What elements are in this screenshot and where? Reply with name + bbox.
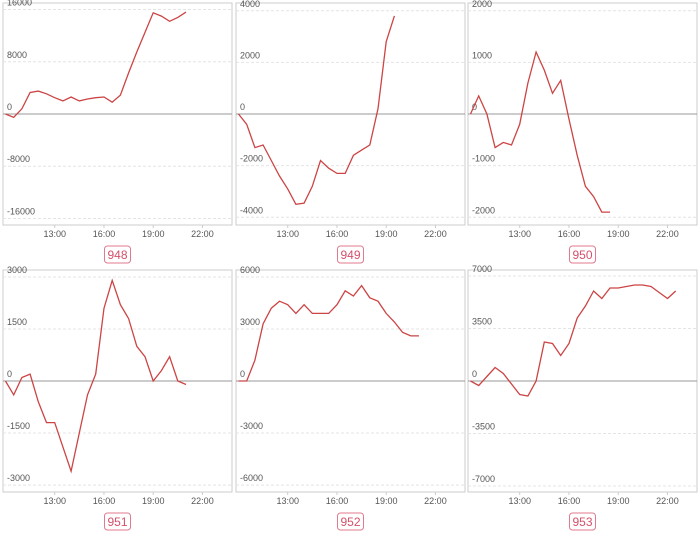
y-tick-label: -4000	[240, 205, 263, 215]
x-tick-label: 22:00	[656, 496, 679, 506]
x-tick-label: 19:00	[142, 229, 165, 239]
x-tick-label: 22:00	[424, 229, 447, 239]
y-tick-label: 0	[7, 102, 12, 112]
x-tick-label: 13:00	[276, 229, 299, 239]
y-tick-label: -2000	[240, 154, 263, 164]
y-tick-label: 3000	[7, 265, 27, 275]
data-line	[469, 50, 610, 213]
y-tick-label: 7000	[472, 264, 492, 274]
title-box	[104, 512, 131, 531]
data-line	[238, 284, 419, 382]
chart-panel: 7000 3500 0 -3500 -7000 13:00 16:00 19:00 22:00 9…	[467, 264, 698, 531]
y-tick-label: -1500	[7, 421, 30, 431]
x-tick-label: 16:00	[93, 229, 116, 239]
y-tick-label: 3000	[240, 317, 260, 327]
x-tick-label: 13:00	[43, 496, 66, 506]
y-tick-label: 16000	[7, 0, 32, 8]
y-tick-label: 1000	[472, 50, 492, 60]
data-line	[237, 15, 396, 206]
y-tick-label: 2000	[472, 0, 492, 9]
x-tick-label: 22:00	[656, 229, 679, 239]
y-tick-label: 8000	[7, 50, 27, 60]
data-line	[4, 278, 187, 474]
x-tick-label: 16:00	[326, 229, 349, 239]
y-tick-label: 0	[240, 102, 245, 112]
x-tick-label: 22:00	[191, 496, 214, 506]
title-box	[569, 512, 596, 531]
title-box	[337, 245, 364, 264]
y-tick-label: -7000	[472, 474, 495, 484]
x-tick-label: 22:00	[191, 229, 214, 239]
y-tick-label: -3500	[472, 422, 495, 432]
chart-panel: 3000 1500 0 -1500 -3000 13:00 16:00 19:00 22:00 9…	[2, 265, 233, 531]
y-tick-label: -2000	[472, 205, 495, 215]
chart-panel: 2000 1000 0 -1000 -2000 13:00 16:00 19:00 22:00 9…	[467, 0, 698, 264]
chart-title: 949	[340, 248, 360, 262]
x-tick-label: 16:00	[558, 496, 581, 506]
x-tick-label: 22:00	[424, 496, 447, 506]
y-tick-label: -16000	[7, 206, 35, 216]
chart-panel: 4000 2000 0 -2000 -4000 13:00 16:00 19:00 22:00 9…	[235, 0, 466, 264]
y-tick-label: 0	[7, 369, 12, 379]
y-tick-label: 0	[472, 369, 477, 379]
x-tick-label: 19:00	[375, 496, 398, 506]
y-tick-label: -1000	[472, 154, 495, 164]
y-tick-label: 3500	[472, 317, 492, 327]
x-tick-label: 19:00	[607, 496, 630, 506]
y-tick-label: 0	[472, 102, 477, 112]
y-tick-label: 4000	[240, 0, 260, 9]
x-tick-label: 19:00	[142, 496, 165, 506]
chart-title: 950	[572, 248, 592, 262]
chart-title: 951	[107, 515, 127, 529]
y-tick-label: 1500	[7, 317, 27, 327]
x-tick-label: 19:00	[375, 229, 398, 239]
x-tick-label: 16:00	[93, 496, 116, 506]
x-tick-label: 16:00	[326, 496, 349, 506]
x-tick-label: 13:00	[508, 496, 531, 506]
y-tick-label: 0	[240, 369, 245, 379]
chart-title: 948	[107, 248, 127, 262]
data-line	[470, 284, 677, 397]
x-tick-label: 13:00	[276, 496, 299, 506]
title-box	[337, 512, 364, 531]
chart-title: 952	[340, 515, 360, 529]
y-tick-label: -3000	[7, 473, 30, 483]
title-box	[569, 245, 596, 264]
title-box	[104, 245, 131, 264]
data-line	[5, 11, 187, 119]
y-tick-label: 2000	[240, 50, 260, 60]
y-tick-label: 6000	[240, 265, 260, 275]
y-tick-label: -8000	[7, 154, 30, 164]
y-tick-label: -6000	[240, 473, 263, 483]
chart-title: 953	[572, 515, 592, 529]
chart-panel: 16000 8000 0 -8000 -16000 13:00 16:00 19:00 22:0…	[2, 0, 233, 264]
x-tick-label: 13:00	[43, 229, 66, 239]
y-tick-label: -3000	[240, 421, 263, 431]
chart-panel: 6000 3000 0 -3000 -6000 13:00 16:00 19:00 22:00 9…	[235, 265, 466, 531]
x-tick-label: 19:00	[607, 229, 630, 239]
x-tick-label: 13:00	[508, 229, 531, 239]
x-tick-label: 16:00	[558, 229, 581, 239]
